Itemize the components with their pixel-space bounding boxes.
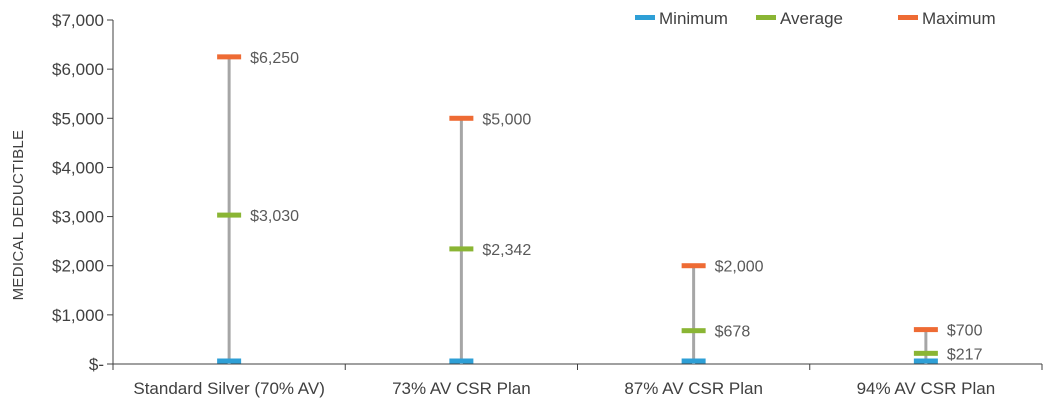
- y-axis-title: MEDICAL DEDUCTIBLE: [10, 130, 27, 301]
- marker-maximum: [449, 115, 474, 121]
- y-axis: $- $1,000 $2,000 $3,000 $4,000 $5,000 $6,000 $7…: [52, 11, 114, 374]
- marker-minimum: [913, 358, 938, 364]
- marker-minimum: [449, 358, 474, 364]
- y-tick-label: $-: [89, 355, 104, 374]
- data-label-average: $678: [715, 324, 751, 341]
- data-label-maximum: $700: [947, 323, 983, 340]
- legend-swatch-maximum: [898, 15, 918, 20]
- x-category-label: 73% AV CSR Plan: [392, 379, 531, 398]
- data-label-maximum: $5,000: [482, 111, 531, 128]
- x-category-label: 94% AV CSR Plan: [857, 379, 996, 398]
- y-tick-label: $3,000: [52, 208, 104, 227]
- x-category-label: 87% AV CSR Plan: [624, 379, 763, 398]
- x-category-label: Standard Silver (70% AV): [133, 379, 325, 398]
- marker-average: [681, 328, 706, 334]
- data-label-average: $2,342: [482, 242, 531, 259]
- legend-label-maximum: Maximum: [922, 9, 996, 28]
- y-tick-label: $6,000: [52, 60, 104, 79]
- marker-maximum: [913, 327, 938, 333]
- marker-minimum: [217, 358, 242, 364]
- data-label-maximum: $2,000: [715, 259, 764, 276]
- y-tick-label: $5,000: [52, 109, 104, 128]
- x-axis: Standard Silver (70% AV) 73% AV CSR Plan 8…: [112, 363, 1043, 398]
- y-tick-label: $7,000: [52, 11, 104, 30]
- data-label-maximum: $6,250: [250, 50, 299, 67]
- data-label-average: $3,030: [250, 208, 299, 225]
- legend-label-minimum: Minimum: [659, 9, 728, 28]
- marker-maximum: [217, 54, 242, 60]
- marker-minimum: [681, 358, 706, 364]
- legend-swatch-minimum: [635, 15, 655, 20]
- legend-label-average: Average: [780, 9, 843, 28]
- legend: Minimum Average Maximum: [635, 9, 996, 28]
- y-tick-label: $2,000: [52, 257, 104, 276]
- marker-average: [217, 212, 242, 218]
- y-tick-label: $1,000: [52, 306, 104, 325]
- marker-average: [913, 350, 938, 356]
- marker-maximum: [681, 263, 706, 269]
- marker-average: [449, 246, 474, 252]
- data-label-average: $217: [947, 346, 983, 363]
- y-tick-label: $4,000: [52, 158, 104, 177]
- plot-area: $3,030 $2,342 $678 $217 $6,250 $5,000 $2,000 $7…: [217, 50, 983, 364]
- legend-swatch-average: [756, 15, 776, 20]
